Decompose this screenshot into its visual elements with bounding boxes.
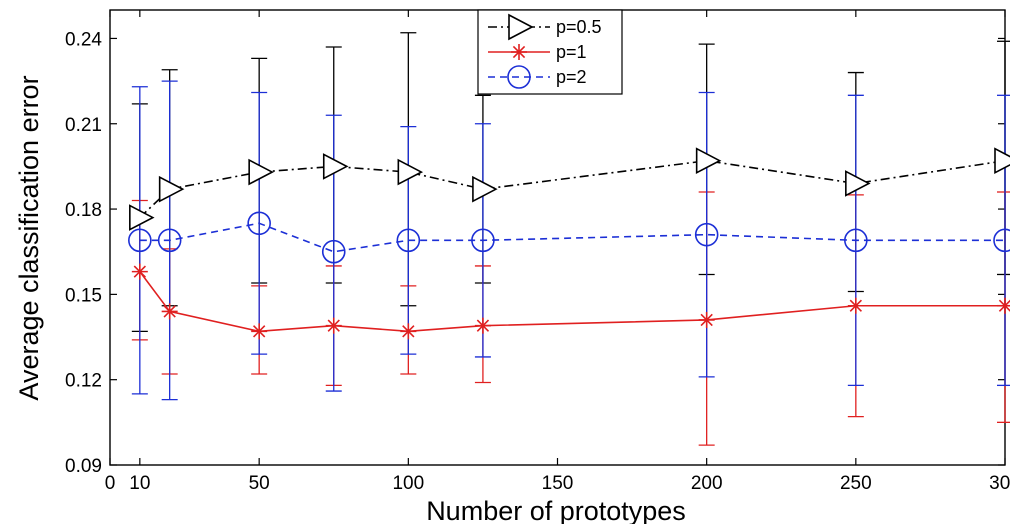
x-tick-label: 100 bbox=[392, 473, 424, 494]
series-p-0-5-point bbox=[322, 153, 349, 180]
legend-p-1-marker bbox=[511, 44, 527, 60]
series-p-0-5-point bbox=[472, 175, 498, 203]
markers-layer bbox=[128, 147, 1010, 340]
errorbars-layer bbox=[131, 32, 1010, 446]
x-tick-label: 0 bbox=[105, 473, 116, 494]
series-p-2-point bbox=[993, 228, 1010, 253]
x-tick-label: 10 bbox=[129, 473, 150, 494]
legend-p-2-marker bbox=[507, 65, 531, 89]
series-p-0-5-line bbox=[139, 159, 1006, 219]
y-tick-label: 0.09 bbox=[65, 456, 102, 477]
series-p-2-point bbox=[157, 228, 182, 253]
series-p-1-line bbox=[139, 271, 1005, 333]
ticks-layer: 0 10 50 100 150 200 250 300 0.09 0.12 0.15 0.18 0.21… bbox=[65, 10, 1010, 494]
x-axis-label: Number of prototypes bbox=[426, 496, 686, 524]
series-p-1-point bbox=[474, 317, 491, 334]
x-tick-label: 250 bbox=[840, 473, 872, 494]
series-p-0-5-point bbox=[397, 158, 424, 186]
series-p-1-point bbox=[400, 323, 417, 340]
series-p-1-point bbox=[161, 303, 178, 320]
series-p-2-point bbox=[396, 228, 421, 253]
series-p-1-point bbox=[847, 297, 864, 314]
legend: p=0.5 p=1 p=2 bbox=[477, 9, 623, 95]
y-tick-label: 0.18 bbox=[65, 200, 102, 221]
series-p-0-5-point bbox=[248, 158, 274, 186]
y-tick-label: 0.12 bbox=[65, 371, 102, 392]
series-p-0-5-point bbox=[158, 175, 185, 203]
x-tick-label: 50 bbox=[249, 473, 270, 494]
series-p-2-point bbox=[694, 222, 719, 247]
series-p-0-5-point bbox=[994, 147, 1010, 175]
y-tick-label: 0.15 bbox=[65, 285, 102, 306]
series-p-0-5-point bbox=[695, 147, 722, 175]
y-tick-label: 0.21 bbox=[65, 115, 102, 136]
x-tick-label: 300 bbox=[989, 473, 1010, 494]
series-p-2-line bbox=[139, 222, 1005, 253]
y-axis-label: Average classification error bbox=[14, 75, 44, 400]
series-p-2-point bbox=[471, 228, 495, 253]
series-p-1-point bbox=[131, 263, 148, 280]
x-tick-label: 150 bbox=[542, 473, 574, 494]
legend-p-2-label: p=2 bbox=[556, 67, 587, 87]
lines-layer bbox=[139, 159, 1006, 333]
series-p-0-5-point bbox=[129, 204, 155, 231]
series-p-0-5-point bbox=[845, 170, 871, 197]
legend-p-1-label: p=1 bbox=[556, 42, 587, 62]
y-tick-label: 0.24 bbox=[65, 29, 102, 50]
legend-p-0-5-label: p=0.5 bbox=[556, 17, 602, 37]
series-p-1-point bbox=[997, 297, 1010, 314]
series-p-2-point bbox=[844, 228, 868, 253]
series-p-2-point bbox=[247, 211, 271, 236]
series-p-2-point bbox=[128, 228, 152, 253]
series-p-2-point bbox=[321, 239, 346, 264]
series-p-1-point bbox=[251, 323, 268, 340]
series-p-1-point bbox=[325, 317, 342, 334]
legend-p-0-5-marker bbox=[508, 13, 534, 41]
x-tick-label: 200 bbox=[691, 473, 723, 494]
series-p-1-point bbox=[698, 311, 715, 328]
